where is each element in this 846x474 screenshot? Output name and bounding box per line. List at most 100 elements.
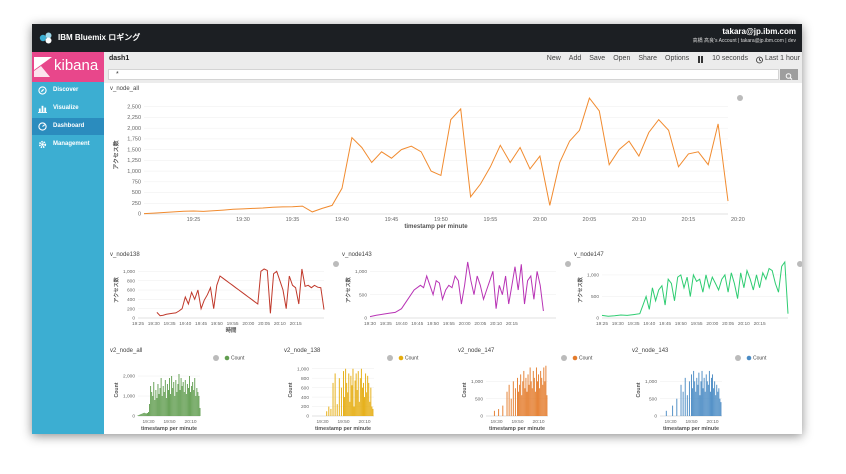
bar <box>676 398 678 416</box>
save-button[interactable]: Save <box>589 55 606 62</box>
bar <box>156 398 158 416</box>
x-tick-label: 19:50 <box>434 217 448 223</box>
open-button[interactable]: Open <box>613 55 631 62</box>
gear-icon <box>38 140 47 149</box>
x-tick-label: 19:50 <box>512 419 524 425</box>
panel-title: v_node138 <box>110 252 140 258</box>
bar <box>535 367 537 416</box>
legend-label[interactable]: Count <box>231 356 245 362</box>
bar <box>708 370 710 416</box>
bar <box>705 374 707 416</box>
legend-label[interactable]: Count <box>579 356 593 362</box>
refresh-interval[interactable]: 10 seconds <box>712 55 748 62</box>
y-tick-label: 1,000 <box>355 269 367 275</box>
sidebar-item-label: Management <box>53 141 90 147</box>
y-tick-label: 0 <box>132 414 135 420</box>
legend-toggle-icon[interactable] <box>387 355 393 361</box>
bar <box>519 384 521 416</box>
panel-v-node147: v_node147 0 500 1,000 19:25 19:30 19:35 19:40 1… <box>574 252 802 338</box>
bar <box>139 414 141 416</box>
x-tick-label: 19:40 <box>179 321 191 327</box>
panel-title: v_node143 <box>342 252 372 258</box>
bar <box>712 374 714 416</box>
bar <box>158 394 160 416</box>
bar <box>346 382 348 416</box>
user-account-info: 高橋 高良's Account | takara@jp.ibm.com | de… <box>692 38 796 44</box>
brand-title[interactable]: IBM Bluemix ロギング <box>58 33 141 42</box>
legend-toggle-icon[interactable] <box>735 355 741 361</box>
chart-v-node143: 0 500 1,000 19:30 19:35 19:40 19:45 19:50 19:55 2… <box>344 261 571 327</box>
sidebar-item-visualize[interactable]: Visualize <box>32 100 104 117</box>
legend-toggle-icon[interactable] <box>213 355 219 361</box>
y-tick-label: 2,500 <box>127 104 141 110</box>
bar <box>367 375 369 416</box>
bar <box>719 398 721 416</box>
x-axis-label: 時間 <box>226 326 237 334</box>
legend-label[interactable]: Count <box>753 356 767 362</box>
y-tick-label: 600 <box>127 288 135 294</box>
panel-v-node-all: v_node_all 0 250 500 750 1,000 1,250 1,500 1,75… <box>110 86 750 246</box>
legend-swatch <box>224 355 230 361</box>
user-menu[interactable]: takara@jp.ibm.com 高橋 高良's Account | taka… <box>693 27 796 44</box>
bar <box>190 392 192 416</box>
y-tick-label: 0 <box>654 414 657 420</box>
bar <box>185 394 187 416</box>
y-tick-label: 750 <box>132 180 141 186</box>
legend-toggle-icon[interactable] <box>797 261 802 267</box>
x-tick-label: 19:25 <box>132 321 144 327</box>
sidebar: kibana Discover Visualize Dashboard <box>32 52 104 434</box>
y-tick-label: 400 <box>127 297 135 303</box>
bar <box>340 387 342 416</box>
bar <box>518 391 520 416</box>
y-axis-label: Count <box>636 382 642 397</box>
time-picker[interactable]: Last 1 hour <box>756 55 800 64</box>
panel-title: v2_node_138 <box>284 348 321 354</box>
bar <box>155 390 157 416</box>
bar <box>523 370 525 416</box>
bar <box>528 384 530 416</box>
dashboard-icon <box>38 122 47 131</box>
browser-frame: IBM Bluemix ロギング takara@jp.ibm.com 高橋 高良… <box>32 24 802 434</box>
bar <box>141 413 143 416</box>
legend-toggle-icon[interactable] <box>737 95 743 101</box>
bar <box>512 381 514 416</box>
legend-toggle-icon[interactable] <box>333 261 339 267</box>
x-axis-label: timestamp per minute <box>141 426 197 432</box>
bar <box>184 380 186 416</box>
add-button[interactable]: Add <box>568 55 582 62</box>
x-tick-label: 19:30 <box>148 321 160 327</box>
bar <box>351 385 353 416</box>
bar <box>363 382 364 416</box>
y-tick-label: 0 <box>138 212 141 218</box>
kibana-logo[interactable]: kibana <box>32 52 104 82</box>
search-button[interactable] <box>780 69 798 80</box>
bar <box>178 374 180 416</box>
bar <box>520 374 522 416</box>
bluemix-logo-icon[interactable] <box>39 31 53 45</box>
bar <box>352 368 354 416</box>
y-axis-label: Count <box>114 382 120 397</box>
new-button[interactable]: New <box>546 55 561 62</box>
search-input[interactable]: * <box>108 69 779 80</box>
sidebar-item-management[interactable]: Management <box>32 136 104 153</box>
options-button[interactable]: Options <box>665 55 690 62</box>
bar <box>720 402 722 416</box>
kibana-logo-text: kibana <box>54 57 99 74</box>
legend-toggle-icon[interactable] <box>565 261 571 267</box>
clock-icon <box>756 56 763 64</box>
x-tick-label: 19:55 <box>227 321 239 327</box>
bar <box>330 408 332 416</box>
x-tick-label: 19:50 <box>211 321 223 327</box>
share-button[interactable]: Share <box>638 55 658 62</box>
legend-label[interactable]: Count <box>405 356 419 362</box>
bar <box>521 395 523 416</box>
sidebar-item-discover[interactable]: Discover <box>32 82 104 99</box>
pause-icon[interactable] <box>697 56 704 64</box>
legend-toggle-icon[interactable] <box>561 355 567 361</box>
time-range-label: Last 1 hour <box>764 55 800 62</box>
sidebar-item-dashboard[interactable]: Dashboard <box>32 118 104 135</box>
bar <box>541 377 543 416</box>
bar <box>530 381 532 416</box>
bar <box>502 405 504 416</box>
bar <box>372 408 374 416</box>
